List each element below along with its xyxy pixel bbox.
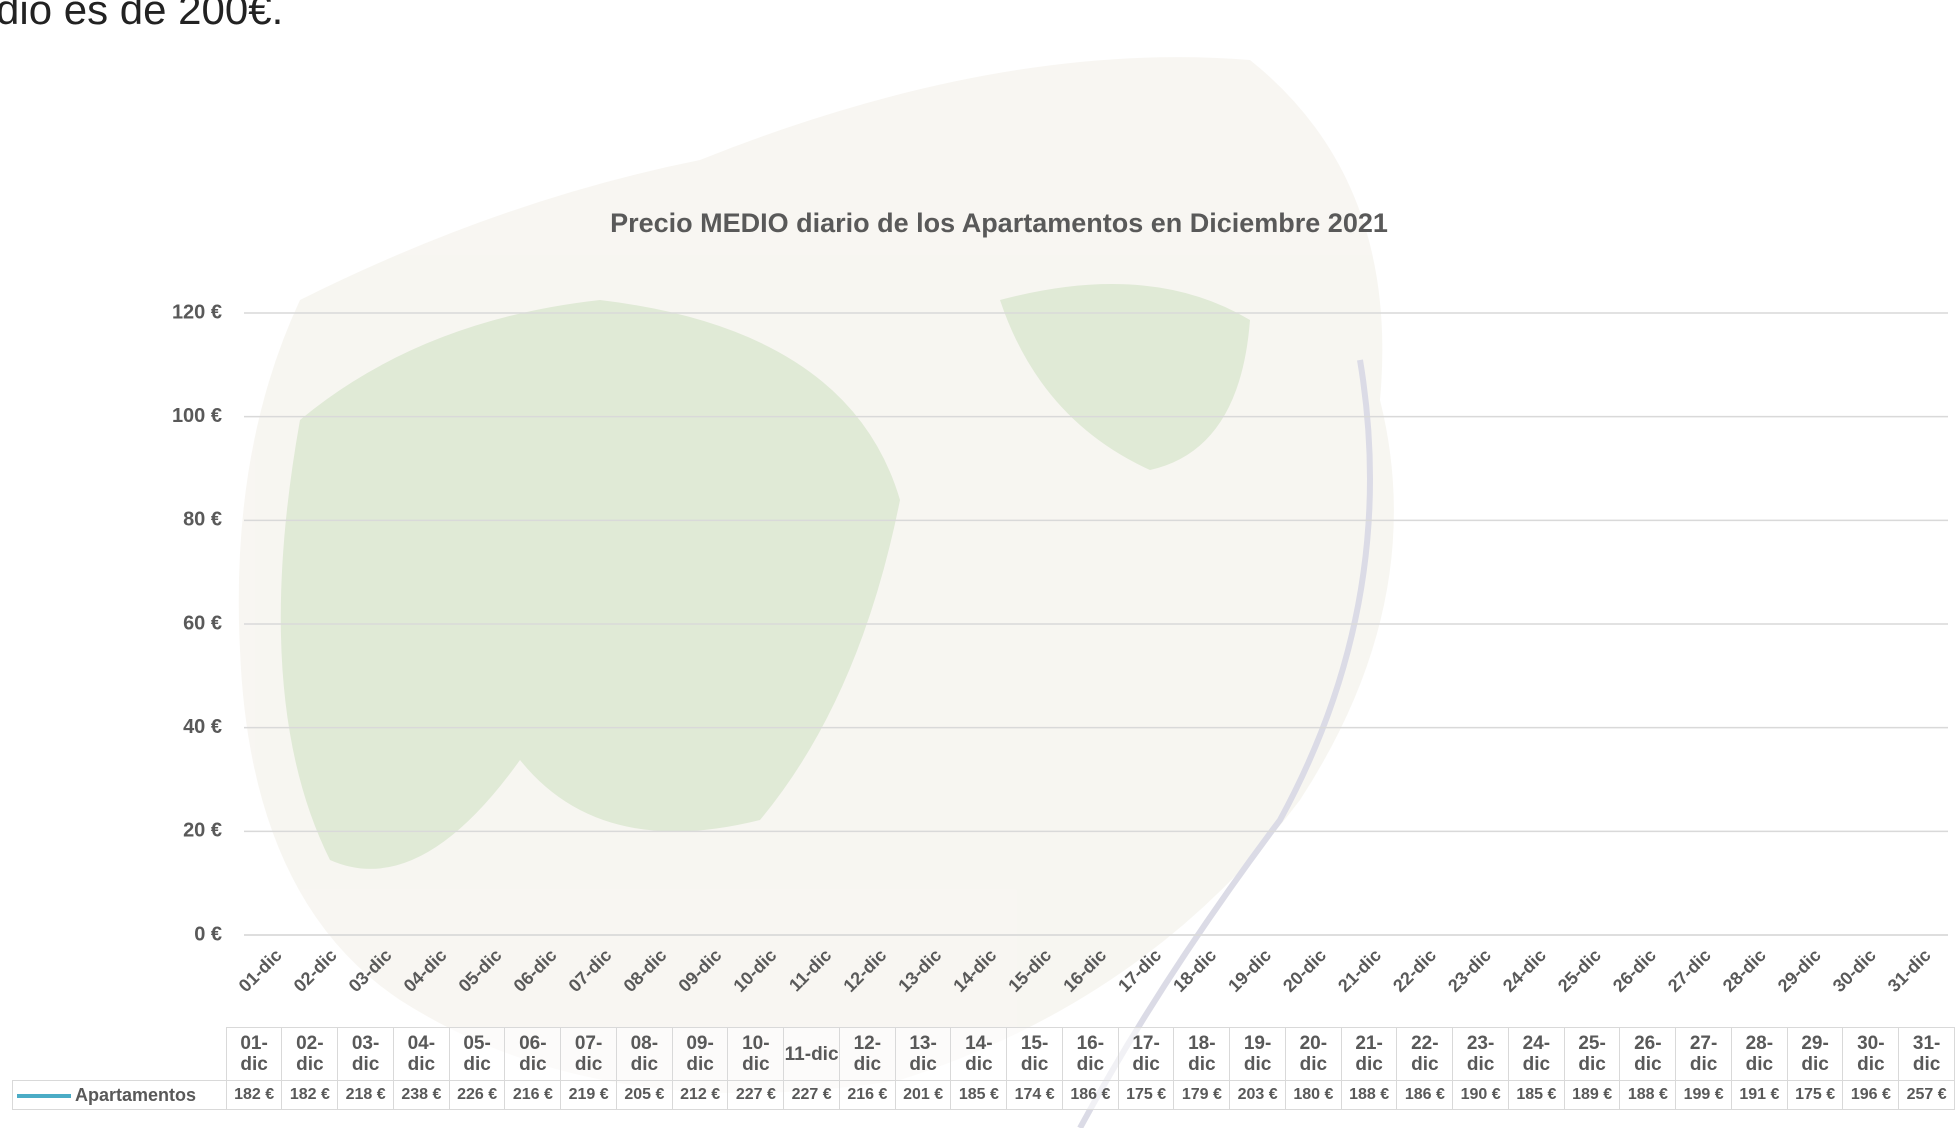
y-tick-label: 80 € bbox=[183, 509, 222, 531]
table-category: 24-dic bbox=[1507, 1027, 1565, 1081]
table-value: 212 € bbox=[671, 1080, 729, 1110]
y-tick-label: 60 € bbox=[183, 612, 222, 634]
table-category: 08-dic bbox=[615, 1027, 673, 1081]
table-category: 10-dic bbox=[727, 1027, 785, 1081]
x-tick-label: 01-dic bbox=[235, 945, 286, 996]
table-value: 190 € bbox=[1452, 1080, 1509, 1110]
table-category: 31-dic bbox=[1898, 1027, 1955, 1081]
table-category: 22-dic bbox=[1396, 1027, 1454, 1081]
table-value: 175 € bbox=[1117, 1080, 1175, 1110]
table-category: 18-dic bbox=[1173, 1027, 1231, 1081]
y-tick-label: 120 € bbox=[172, 301, 222, 323]
x-tick-label: 30-dic bbox=[1829, 945, 1880, 996]
table-value: 238 € bbox=[392, 1080, 450, 1110]
chart-title: Precio MEDIO diario de los Apartamentos … bbox=[610, 208, 1388, 238]
table-value: 203 € bbox=[1229, 1080, 1286, 1110]
x-tick-label: 31-dic bbox=[1884, 945, 1935, 996]
table-header: 01-dic 02-dic 03-dic 04-dic 05-dic 06-dic 07-d… bbox=[13, 1027, 1955, 1081]
x-tick-label: 29-dic bbox=[1774, 945, 1825, 996]
table-category: 23-dic bbox=[1452, 1027, 1509, 1081]
y-tick-label: 40 € bbox=[183, 716, 222, 738]
table-row: Apartamentos 182 €182 €218 €238 €226 €216… bbox=[12, 1080, 1955, 1110]
table-category: 17-dic bbox=[1117, 1027, 1175, 1081]
legend-label: Apartamentos bbox=[75, 1084, 197, 1105]
table-category: 04-dic bbox=[392, 1027, 450, 1081]
table-value: 226 € bbox=[448, 1080, 506, 1110]
table-value: 185 € bbox=[950, 1080, 1008, 1110]
table-category: 28-dic bbox=[1730, 1027, 1788, 1081]
table-category: 09-dic bbox=[671, 1027, 729, 1081]
table-category: 27-dic bbox=[1675, 1027, 1732, 1081]
x-tick-label: 19-dic bbox=[1224, 945, 1275, 996]
table-category: 25-dic bbox=[1563, 1027, 1621, 1081]
table-value: 216 € bbox=[838, 1080, 896, 1110]
table-category: 16-dic bbox=[1061, 1027, 1119, 1081]
table-value: 188 € bbox=[1619, 1080, 1677, 1110]
table-value: 205 € bbox=[615, 1080, 673, 1110]
x-tick-label: 27-dic bbox=[1664, 945, 1715, 996]
legend-cell: Apartamentos bbox=[12, 1080, 227, 1110]
x-tick-label: 21-dic bbox=[1334, 945, 1385, 996]
table-category: 21-dic bbox=[1340, 1027, 1398, 1081]
y-tick-label: 20 € bbox=[183, 820, 222, 842]
x-tick-label: 25-dic bbox=[1554, 945, 1605, 996]
table-value: 182 € bbox=[225, 1080, 283, 1110]
table-value: 175 € bbox=[1786, 1080, 1844, 1110]
table-value: 186 € bbox=[1061, 1080, 1119, 1110]
map-background bbox=[238, 57, 1394, 1128]
table-category: 14-dic bbox=[950, 1027, 1008, 1081]
table-category: 20-dic bbox=[1284, 1027, 1342, 1081]
table-category: 07-dic bbox=[560, 1027, 617, 1081]
table-value: 186 € bbox=[1396, 1080, 1454, 1110]
x-tick-label: 02-dic bbox=[290, 945, 341, 996]
x-tick-label: 26-dic bbox=[1609, 945, 1660, 996]
table-category: 15-dic bbox=[1006, 1027, 1063, 1081]
table-category: 05-dic bbox=[448, 1027, 506, 1081]
table-value: 185 € bbox=[1507, 1080, 1565, 1110]
table-value: 218 € bbox=[337, 1080, 394, 1110]
table-value: 174 € bbox=[1006, 1080, 1063, 1110]
x-tick-label: 24-dic bbox=[1499, 945, 1550, 996]
y-tick-label: 100 € bbox=[172, 405, 222, 427]
table-category: 13-dic bbox=[894, 1027, 952, 1081]
table-value: 179 € bbox=[1173, 1080, 1231, 1110]
y-tick-label: 0 € bbox=[194, 923, 222, 945]
table-value: 201 € bbox=[894, 1080, 952, 1110]
legend-swatch bbox=[17, 1093, 71, 1098]
x-tick-label: 28-dic bbox=[1719, 945, 1770, 996]
table-value: 199 € bbox=[1675, 1080, 1732, 1110]
table-value: 227 € bbox=[783, 1080, 840, 1110]
table-category: 12-dic bbox=[838, 1027, 896, 1081]
table-value: 227 € bbox=[727, 1080, 785, 1110]
table-value: 191 € bbox=[1730, 1080, 1788, 1110]
data-table: 01-dic 02-dic 03-dic 04-dic 05-dic 06-dic 07-d… bbox=[12, 1027, 1955, 1110]
table-category: 03-dic bbox=[337, 1027, 394, 1081]
table-value: 219 € bbox=[560, 1080, 617, 1110]
table-value: 182 € bbox=[281, 1080, 339, 1110]
table-category: 01-dic bbox=[225, 1027, 283, 1081]
table-category: 26-dic bbox=[1619, 1027, 1677, 1081]
x-tick-label: 20-dic bbox=[1279, 945, 1330, 996]
table-category: 11-dic bbox=[783, 1027, 840, 1081]
table-value: 189 € bbox=[1563, 1080, 1621, 1110]
series-line bbox=[271, 0, 1920, 33]
table-category: 30-dic bbox=[1842, 1027, 1900, 1081]
fragment-text: dio es de 200€. bbox=[0, 0, 284, 33]
table-value: 196 € bbox=[1842, 1080, 1900, 1110]
x-tick-label: 22-dic bbox=[1389, 945, 1440, 996]
table-value: 216 € bbox=[504, 1080, 562, 1110]
table-value: 180 € bbox=[1284, 1080, 1342, 1110]
table-category: 02-dic bbox=[281, 1027, 339, 1081]
x-tick-label: 23-dic bbox=[1444, 945, 1495, 996]
table-category: 19-dic bbox=[1229, 1027, 1286, 1081]
table-value: 188 € bbox=[1340, 1080, 1398, 1110]
blank-cell bbox=[13, 1028, 227, 1081]
table-category: 29-dic bbox=[1786, 1027, 1844, 1081]
table-value: 257 € bbox=[1898, 1080, 1955, 1110]
table-category: 06-dic bbox=[504, 1027, 562, 1081]
